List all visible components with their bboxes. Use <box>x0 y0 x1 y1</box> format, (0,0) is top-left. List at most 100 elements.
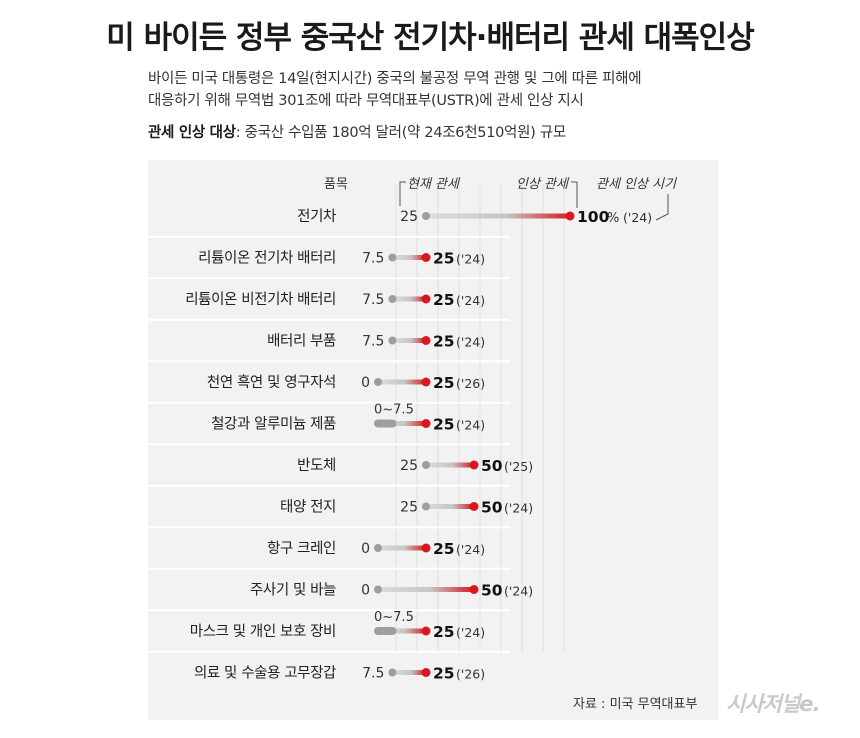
current-tariff-dot <box>374 544 382 552</box>
target-value: : 중국산 수입품 180억 달러(약 24조6천510억원) 규모 <box>235 125 566 141</box>
tariff-year-label: ('24) <box>456 252 485 267</box>
tariff-bar <box>426 504 474 509</box>
tariff-bar <box>378 545 426 551</box>
raised-tariff-label: 50 <box>481 499 503 517</box>
tariff-year-label: ('24) <box>504 501 533 516</box>
current-tariff-label: 25 <box>400 500 418 516</box>
target-summary: 관세 인상 대상: 중국산 수입품 180억 달러(약 24조6천510억원) … <box>148 121 566 142</box>
raised-tariff-dot <box>565 211 575 221</box>
raised-tariff-label: 25 <box>433 623 455 641</box>
tariff-bar <box>392 255 426 260</box>
raised-tariff-dot <box>421 626 431 636</box>
header-current: 현재 관세 <box>407 177 461 192</box>
tariff-year-label: ('24) <box>623 210 652 225</box>
raised-tariff-dot <box>469 460 479 470</box>
raised-tariff-label: 25 <box>433 291 455 309</box>
tariff-year-label: ('24) <box>456 418 485 433</box>
current-tariff-label: 7.5 <box>362 251 384 267</box>
row-item-label: 전기차 <box>297 208 336 225</box>
tariff-year-label: ('26) <box>456 376 485 391</box>
callout-timing <box>655 194 669 221</box>
raised-tariff-dot <box>469 585 479 594</box>
tariff-year-label: ('24) <box>456 335 485 350</box>
raised-tariff-label: 50 <box>481 457 503 475</box>
tariff-year-label: ('24) <box>456 625 485 640</box>
current-tariff-label: 0~7.5 <box>374 403 414 418</box>
current-tariff-dot <box>388 295 397 303</box>
raised-tariff-label: 25 <box>433 374 455 392</box>
callout-raised <box>571 181 578 208</box>
current-tariff-label: 0 <box>361 541 370 557</box>
row-item-label: 반도체 <box>297 457 336 474</box>
current-tariff-label: 25 <box>400 458 418 474</box>
current-tariff-label: 0~7.5 <box>374 610 414 625</box>
publisher-logo: 시사저널e. <box>726 692 820 716</box>
row-item-label: 마스크 및 개인 보호 장비 <box>190 623 336 640</box>
row-item-label: 리튬이온 비전기차 배터리 <box>185 291 336 308</box>
current-tariff-label: 7.5 <box>362 666 384 682</box>
raised-tariff-label: 25 <box>433 250 455 268</box>
raised-tariff-label: 100 <box>577 208 610 226</box>
raised-tariff-dot <box>421 668 431 677</box>
current-tariff-label: 7.5 <box>362 334 384 350</box>
raised-tariff-label: 25 <box>433 540 455 558</box>
raised-tariff-dot <box>421 253 431 262</box>
current-tariff-label: 0 <box>361 583 370 599</box>
header-raised: 인상 관세 <box>516 177 570 192</box>
header-timing: 관세 인상 시기 <box>596 177 677 192</box>
tariff-bar <box>426 462 474 468</box>
current-tariff-dot <box>388 336 397 345</box>
header-item: 품목 <box>324 177 348 192</box>
raised-tariff-dot <box>421 294 431 304</box>
raised-tariff-dot <box>421 377 431 387</box>
callout-current <box>399 181 406 206</box>
current-tariff-dot <box>422 212 430 220</box>
row-item-label: 천연 흑연 및 영구자석 <box>207 373 336 391</box>
raised-tariff-label: 25 <box>433 665 455 683</box>
row-item-label: 철강과 알루미늄 제품 <box>211 416 336 433</box>
description-line-1: 바이든 미국 대통령은 14일(현지시간) 중국의 불공정 무역 관행 및 그에… <box>148 71 642 87</box>
raised-tariff-dot <box>421 336 431 345</box>
description-line-2: 대응하기 위해 무역법 301조에 따라 무역대표부(USTR)에 관세 인상 … <box>148 93 584 109</box>
row-item-label: 주사기 및 바늘 <box>250 582 336 599</box>
current-tariff-dot <box>388 668 397 677</box>
current-tariff-label: 25 <box>400 209 418 225</box>
tariff-year-label: ('26) <box>456 667 485 682</box>
row-item-label: 의료 및 수술용 고무장갑 <box>194 665 336 682</box>
raised-tariff-dot <box>421 419 431 428</box>
row-item-label: 리튬이온 전기차 배터리 <box>198 250 336 267</box>
row-item-label: 배터리 부품 <box>267 333 336 350</box>
raised-tariff-dot <box>469 502 479 511</box>
tariff-year-label: ('24) <box>456 293 485 308</box>
current-tariff-dot <box>388 253 397 262</box>
current-tariff-dot <box>422 502 430 511</box>
target-label: 관세 인상 대상 <box>148 125 236 141</box>
tariff-bar <box>392 296 426 302</box>
tariff-bar <box>392 338 426 343</box>
raised-tariff-label: 25 <box>433 333 455 351</box>
current-tariff-label: 7.5 <box>362 292 384 308</box>
raised-tariff-label: 25 <box>433 416 455 434</box>
page-title: 미 바이든 정부 중국산 전기차·배터리 관세 대폭인상 <box>106 20 754 56</box>
tariff-bar <box>378 628 426 634</box>
tariff-bar <box>426 213 570 219</box>
tariff-bar <box>392 670 426 675</box>
tariff-bar <box>378 421 426 426</box>
raised-tariff-dot <box>421 543 431 553</box>
tariff-year-label: ('24) <box>456 542 485 557</box>
source-note: 자료 : 미국 무역대표부 <box>573 697 698 712</box>
row-item-label: 항구 크레인 <box>267 540 336 557</box>
description: 바이든 미국 대통령은 14일(현지시간) 중국의 불공정 무역 관행 및 그에… <box>148 68 808 112</box>
current-tariff-dot <box>374 585 382 594</box>
tariff-bar <box>378 379 426 385</box>
current-tariff-dot <box>422 461 430 469</box>
row-item-label: 태양 전지 <box>280 499 336 516</box>
current-tariff-dot <box>374 378 382 386</box>
current-tariff-label: 0 <box>361 375 370 391</box>
raised-tariff-label: 50 <box>481 582 503 600</box>
raised-tariff-unit: % <box>607 211 619 226</box>
tariff-year-label: ('24) <box>504 584 533 599</box>
tariff-bar <box>378 587 474 592</box>
